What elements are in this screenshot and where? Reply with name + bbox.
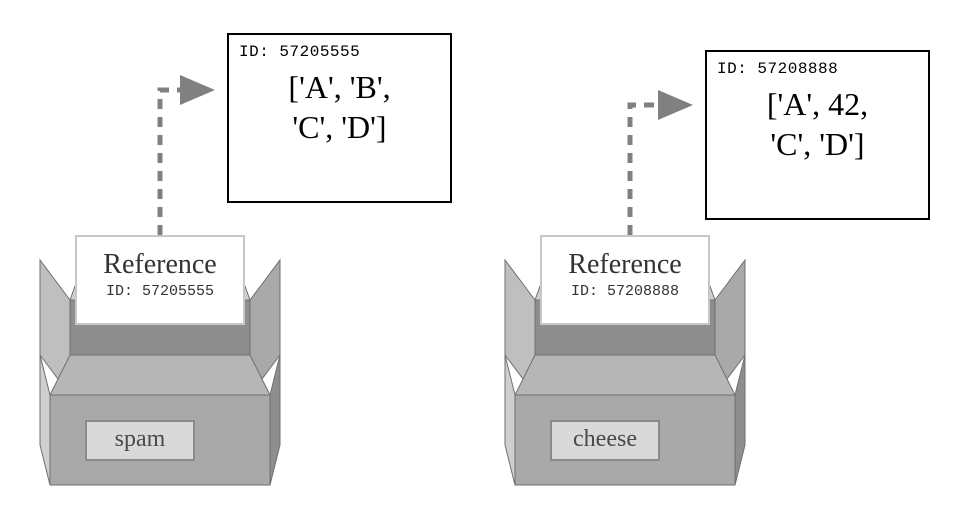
right-reference-title: Reference [550, 249, 700, 281]
left-arrow [140, 60, 260, 240]
left-object-list: ['A', 'B', 'C', 'D'] [239, 61, 440, 147]
left-reference-id: ID: 57205555 [85, 283, 235, 300]
right-arrow [610, 75, 730, 240]
right-box-label: cheese [550, 420, 660, 461]
right-reference-id: ID: 57208888 [550, 283, 700, 300]
right-object-box: ID: 57208888 ['A', 42, 'C', 'D'] [705, 50, 930, 220]
right-object-id: ID: 57208888 [717, 60, 918, 78]
left-object-box: ID: 57205555 ['A', 'B', 'C', 'D'] [227, 33, 452, 203]
left-object-list-line2: 'C', 'D'] [239, 107, 440, 147]
right-object-list: ['A', 42, 'C', 'D'] [717, 78, 918, 164]
right-object-list-line1: ['A', 42, [717, 84, 918, 124]
right-box-label-text: cheese [573, 426, 637, 452]
left-reference-card: Reference ID: 57205555 [75, 235, 245, 325]
right-reference-card: Reference ID: 57208888 [540, 235, 710, 325]
left-object-id: ID: 57205555 [239, 43, 440, 61]
left-box-label: spam [85, 420, 195, 461]
left-object-list-line1: ['A', 'B', [239, 67, 440, 107]
diagram-stage: ID: 57205555 ['A', 'B', 'C', 'D'] ID: 57… [0, 0, 970, 509]
left-box-label-text: spam [115, 426, 166, 452]
left-reference-title: Reference [85, 249, 235, 281]
right-object-list-line2: 'C', 'D'] [717, 124, 918, 164]
